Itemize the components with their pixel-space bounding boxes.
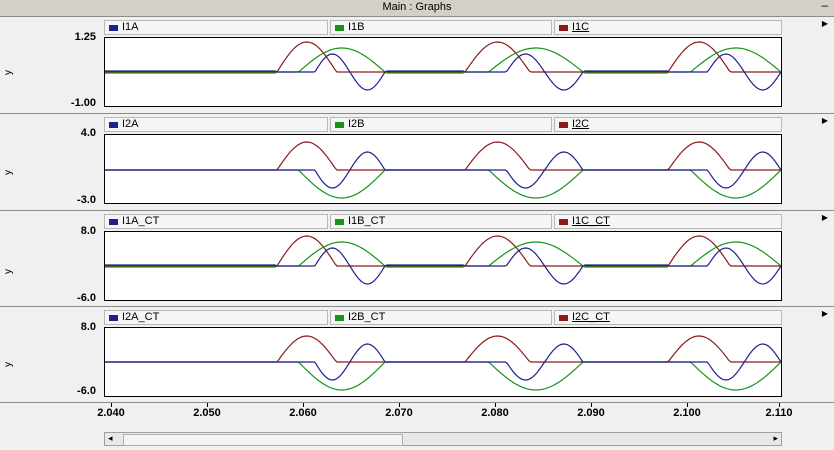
series-line-phase-a-panel-2 <box>105 151 782 189</box>
legend-label-i1a: I1A <box>122 21 139 33</box>
panel-menu-arrow-3[interactable]: ▶ <box>821 213 828 222</box>
x-tick-mark <box>495 403 496 407</box>
panel-menu-arrow-2[interactable]: ▶ <box>821 116 828 125</box>
x-tick-mark <box>591 403 592 407</box>
legend-i2b-ct[interactable]: I2B_CT <box>330 310 552 325</box>
panel-menu-arrow-4[interactable]: ▶ <box>821 309 828 318</box>
series-line-phase-a-panel-1 <box>105 53 782 91</box>
swatch-i2b <box>335 121 344 128</box>
legend-i2b[interactable]: I2B <box>330 117 552 132</box>
legend-label-i2b-ct: I2B_CT <box>348 311 386 323</box>
legend-label-i2c-ct: I2C_CT <box>572 311 610 323</box>
y-tick-bottom-1: -1.00 <box>70 97 96 109</box>
swatch-i2c <box>559 121 568 128</box>
x-tick-label: 2.090 <box>577 407 605 419</box>
swatch-i2c-ct <box>559 314 568 321</box>
series-line-phase-c-panel-4 <box>105 335 781 363</box>
legend-label-i1b-ct: I1B_CT <box>348 215 386 227</box>
legend-i1c[interactable]: I1C <box>554 20 782 35</box>
series-line-phase-c-panel-2 <box>105 141 781 171</box>
legend-i2c[interactable]: I2C <box>554 117 782 132</box>
legend-i2a-ct[interactable]: I2A_CT <box>104 310 328 325</box>
swatch-i1a-ct <box>109 218 118 225</box>
x-tick-label: 2.100 <box>673 407 701 419</box>
legend-i1b-ct[interactable]: I1B_CT <box>330 214 552 229</box>
y-tick-top-3: 8.0 <box>80 225 96 237</box>
y-tick-bottom-3: -6.0 <box>77 292 96 304</box>
swatch-i1c <box>559 24 568 31</box>
swatch-i2a <box>109 121 118 128</box>
series-line-phase-c-panel-3 <box>105 235 781 267</box>
legend-i1a-ct[interactable]: I1A_CT <box>104 214 328 229</box>
swatch-i2b-ct <box>335 314 344 321</box>
swatch-i1a <box>109 24 118 31</box>
x-tick-mark <box>779 403 780 407</box>
legend-label-i2b: I2B <box>348 118 365 130</box>
legend-label-i2c: I2C <box>572 118 590 130</box>
x-tick-mark <box>207 403 208 407</box>
graph-panel-2: y 4.0 -3.0 I2A I2B I2C ▶ <box>0 113 834 211</box>
x-tick-mark <box>687 403 688 407</box>
x-tick-label: 2.070 <box>385 407 413 419</box>
legend-label-i1a-ct: I1A_CT <box>122 215 160 227</box>
legend-i1a[interactable]: I1A <box>104 20 328 35</box>
y-tick-top-4: 8.0 <box>80 321 96 333</box>
x-axis: 2.040 2.050 2.060 2.070 2.080 2.090 2.10… <box>0 402 834 431</box>
series-line-phase-c-panel-1 <box>105 41 781 73</box>
window-title: Main : Graphs <box>382 1 452 13</box>
swatch-i1c-ct <box>559 218 568 225</box>
x-tick-label: 2.110 <box>765 407 793 419</box>
legend-label-i1b: I1B <box>348 21 365 33</box>
legend-i2c-ct[interactable]: I2C_CT <box>554 310 782 325</box>
legend-label-i2a: I2A <box>122 118 139 130</box>
x-tick-label: 2.040 <box>97 407 125 419</box>
series-line-phase-a-panel-4 <box>105 343 782 381</box>
y-tick-bottom-2: -3.0 <box>77 194 96 206</box>
x-tick-label: 2.050 <box>193 407 221 419</box>
x-tick-label: 2.060 <box>289 407 317 419</box>
scroll-left-arrow[interactable]: ◂ <box>108 433 113 443</box>
swatch-i1b-ct <box>335 218 344 225</box>
x-tick-label: 2.080 <box>481 407 509 419</box>
y-tick-top-1: 1.25 <box>74 31 96 43</box>
y-tick-top-2: 4.0 <box>80 127 96 139</box>
y-tick-bottom-4: -6.0 <box>77 385 96 397</box>
x-tick-mark <box>111 403 112 407</box>
series-line-phase-b-panel-4 <box>105 361 782 391</box>
minimize-button[interactable]: – <box>821 0 828 12</box>
x-tick-mark <box>303 403 304 407</box>
legend-label-i1c: I1C <box>572 21 590 33</box>
legend-label-i2a-ct: I2A_CT <box>122 311 160 323</box>
legend-i2a[interactable]: I2A <box>104 117 328 132</box>
scroll-thumb[interactable] <box>123 434 403 446</box>
x-tick-mark <box>399 403 400 407</box>
legend-label-i1c-ct: I1C_CT <box>572 215 610 227</box>
scroll-right-arrow[interactable]: ▸ <box>773 433 778 443</box>
panel-menu-arrow-1[interactable]: ▶ <box>821 19 828 28</box>
legend-i1c-ct[interactable]: I1C_CT <box>554 214 782 229</box>
horizontal-scrollbar[interactable]: ◂ ▸ <box>104 432 782 446</box>
series-line-phase-b-panel-3 <box>105 241 782 268</box>
swatch-i2a-ct <box>109 314 118 321</box>
series-line-phase-b-panel-2 <box>105 169 782 199</box>
legend-i1b[interactable]: I1B <box>330 20 552 35</box>
swatch-i1b <box>335 24 344 31</box>
series-line-phase-a-panel-3 <box>105 247 782 285</box>
series-line-phase-b-panel-1 <box>105 47 782 74</box>
